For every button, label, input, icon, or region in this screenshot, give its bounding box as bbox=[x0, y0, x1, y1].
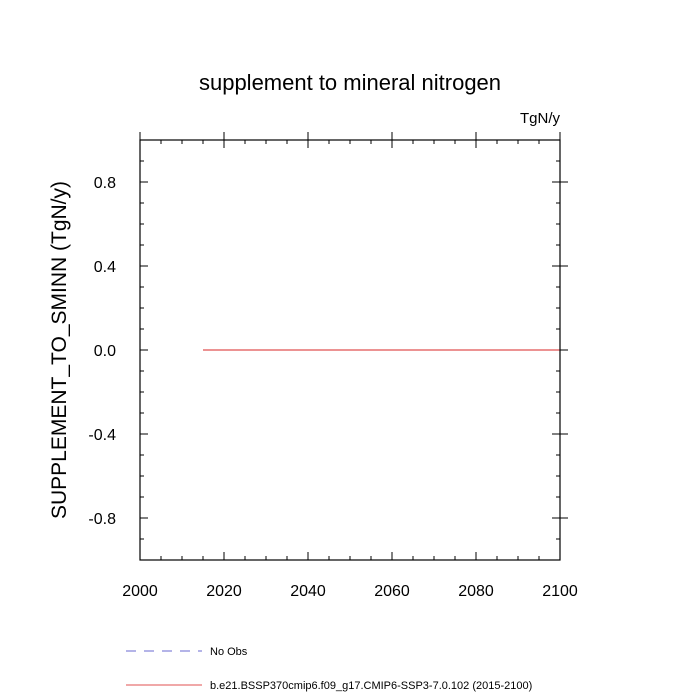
y-axis-label: SUPPLEMENT_TO_SMINN (TgN/y) bbox=[48, 181, 71, 519]
legend-label: b.e21.BSSP370cmip6.f09_g17.CMIP6-SSP3-7.… bbox=[210, 680, 532, 692]
tick-labels: 2000 2020 2040 2060 2080 2100 -0.8 -0.4 0.0 0.4 0.… bbox=[88, 175, 577, 600]
plot-frame bbox=[139, 139, 561, 561]
y-tick-label: -0.8 bbox=[88, 511, 116, 528]
chart-title: supplement to mineral nitrogen bbox=[199, 70, 501, 95]
x-tick-label: 2040 bbox=[290, 583, 326, 600]
x-tick-label: 2060 bbox=[374, 583, 410, 600]
axis-ticks bbox=[139, 132, 568, 561]
y-tick-label: -0.4 bbox=[88, 427, 116, 444]
y-tick-label: 0.4 bbox=[94, 259, 116, 276]
units-label: TgN/y bbox=[520, 110, 561, 127]
y-tick-label: 0.8 bbox=[94, 175, 116, 192]
x-tick-label: 2000 bbox=[122, 583, 158, 600]
x-tick-label: 2080 bbox=[458, 583, 494, 600]
legend-label: No Obs bbox=[210, 646, 248, 658]
legend: No Obs b.e21.BSSP370cmip6.f09_g17.CMIP6-S… bbox=[126, 646, 532, 692]
y-tick-label: 0.0 bbox=[94, 343, 116, 360]
x-tick-label: 2100 bbox=[542, 583, 578, 600]
x-tick-label: 2020 bbox=[206, 583, 242, 600]
